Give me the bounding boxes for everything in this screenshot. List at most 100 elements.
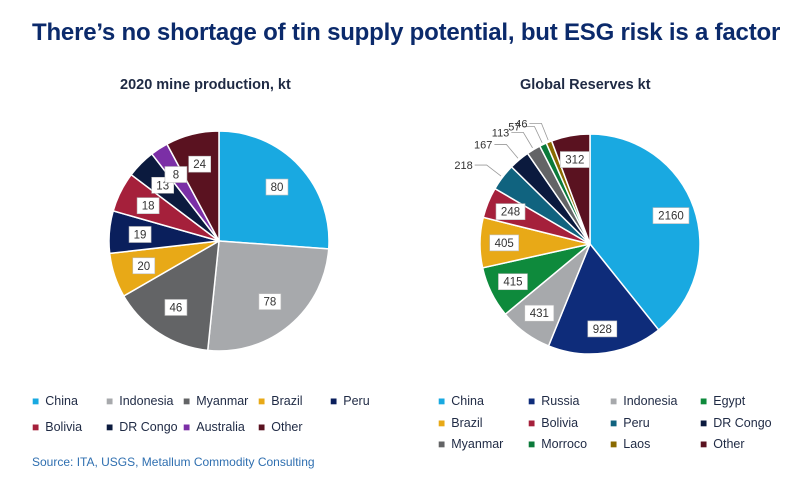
data-label-bolivia: 248 (501, 207, 520, 219)
data-label-box-australia (164, 166, 188, 183)
legend-swatch-indonesia: ■ (106, 394, 114, 408)
legend-swatch-dr-congo: ■ (700, 416, 708, 430)
data-label-bolivia: 18 (142, 201, 155, 213)
legend-item-peru: ■ Peru (610, 416, 650, 430)
data-label-dr-congo: 13 (156, 180, 169, 192)
legend-swatch-egypt: ■ (700, 394, 708, 408)
data-label-china: 80 (271, 182, 284, 194)
leader-line-peru (474, 164, 502, 177)
legend-item-myanmar: ■ Myanmar (183, 394, 248, 408)
leader-line-dr-congo (494, 144, 519, 159)
legend-label-brazil: Brazil (451, 416, 483, 430)
legend-item-dr-congo: ■ DR Congo (700, 416, 772, 430)
legend-swatch-peru: ■ (610, 416, 618, 430)
legend-label-peru: Peru (623, 416, 650, 430)
chart-title-production: 2020 mine production, kt (120, 77, 291, 93)
data-label-other: 312 (565, 155, 584, 167)
data-label-box-china (652, 207, 690, 224)
leader-line-morroco (522, 126, 543, 143)
legend-item-australia: ■ Australia (183, 420, 245, 434)
legend-swatch-bolivia: ■ (32, 420, 40, 434)
legend-label-other: Other (271, 420, 303, 434)
data-label-box-myanmar (164, 299, 188, 316)
data-label-other: 24 (193, 159, 206, 171)
data-label-box-china (265, 178, 289, 196)
source-note: Source: ITA, USGS, Metallum Commodity Co… (32, 455, 315, 469)
data-label-box-brazil (489, 234, 520, 252)
legend-label-china: China (451, 394, 484, 408)
data-label-indonesia: 78 (264, 297, 277, 309)
data-label-box-russia (587, 320, 618, 338)
legend-label-bolivia: Bolivia (45, 420, 83, 434)
data-label-indonesia: 431 (530, 308, 549, 320)
legend-item-china: ■ China (438, 394, 484, 408)
legend-item-laos: ■ Laos (610, 437, 650, 451)
slice-china (589, 133, 701, 331)
data-label-box-other (188, 155, 211, 173)
data-label-dr-congo: 167 (474, 139, 492, 151)
data-label-morroco: 57 (508, 121, 520, 133)
slice-myanmar (122, 239, 220, 352)
legend-item-bolivia: ■ Bolivia (528, 416, 578, 430)
legend-swatch-australia: ■ (183, 420, 191, 434)
legend-swatch-laos: ■ (610, 437, 618, 451)
data-label-box-peru (128, 226, 152, 243)
data-label-box-bolivia (136, 197, 160, 214)
legend-label-peru: Peru (343, 394, 370, 408)
legend-item-morroco: ■ Morroco (528, 437, 587, 451)
legend-item-indonesia: ■ Indonesia (610, 394, 677, 408)
legend-label-russia: Russia (541, 394, 580, 408)
legend-swatch-other: ■ (258, 420, 266, 434)
legend-label-brazil: Brazil (271, 394, 303, 408)
data-label-myanmar: 113 (492, 127, 510, 139)
legend-item-other: ■ Other (700, 437, 745, 451)
data-label-peru: 19 (134, 230, 147, 242)
legend-swatch-bolivia: ■ (528, 416, 536, 430)
legend-item-russia: ■ Russia (528, 394, 579, 408)
slice-russia (547, 242, 660, 355)
legend-item-brazil: ■ Brazil (438, 416, 483, 430)
legend-swatch-brazil: ■ (258, 394, 266, 408)
data-label-box-egypt (498, 273, 528, 291)
data-label-china: 2160 (658, 211, 684, 223)
leader-line-myanmar (511, 132, 533, 149)
legend-item-egypt: ■ Egypt (700, 394, 745, 408)
legend-swatch-brazil: ■ (438, 416, 446, 430)
data-label-russia: 928 (593, 324, 612, 336)
legend-label-australia: Australia (196, 420, 245, 434)
legend-label-morroco: Morroco (541, 437, 588, 451)
legend-item-myanmar: ■ Myanmar (438, 437, 503, 451)
legend-item-bolivia: ■ Bolivia (32, 420, 82, 434)
legend-swatch-china: ■ (32, 394, 40, 408)
legend-swatch-dr-congo: ■ (106, 420, 114, 434)
data-label-brazil: 20 (137, 261, 150, 273)
legend-item-china: ■ China (32, 394, 78, 408)
legend-label-other: Other (713, 437, 745, 451)
legend-item-dr-congo: ■ DR Congo (106, 420, 178, 434)
data-label-box-brazil (132, 257, 156, 275)
legend-swatch-myanmar: ■ (438, 437, 446, 451)
legend-label-indonesia: Indonesia (119, 394, 174, 408)
data-label-box-other (559, 151, 590, 168)
page-title: There’s no shortage of tin supply potent… (32, 19, 781, 46)
legend-swatch-indonesia: ■ (610, 394, 618, 408)
data-label-box-bolivia (495, 203, 526, 220)
legend-label-indonesia: Indonesia (623, 394, 678, 408)
leader-line-laos (529, 123, 549, 141)
legend-swatch-china: ■ (438, 394, 446, 408)
legend-label-myanmar: Myanmar (451, 437, 504, 451)
legend-item-peru: ■ Peru (330, 394, 370, 408)
legend-swatch-peru: ■ (330, 394, 338, 408)
legend-label-bolivia: Bolivia (541, 416, 579, 430)
data-label-box-indonesia (258, 293, 282, 310)
legend-label-dr-congo: DR Congo (713, 416, 772, 430)
legend-label-dr-congo: DR Congo (119, 420, 178, 434)
legend-label-myanmar: Myanmar (196, 394, 249, 408)
legend-label-egypt: Egypt (713, 394, 746, 408)
legend-item-other: ■ Other (258, 420, 303, 434)
legend-swatch-morroco: ■ (528, 437, 536, 451)
data-label-peru: 218 (454, 160, 472, 172)
